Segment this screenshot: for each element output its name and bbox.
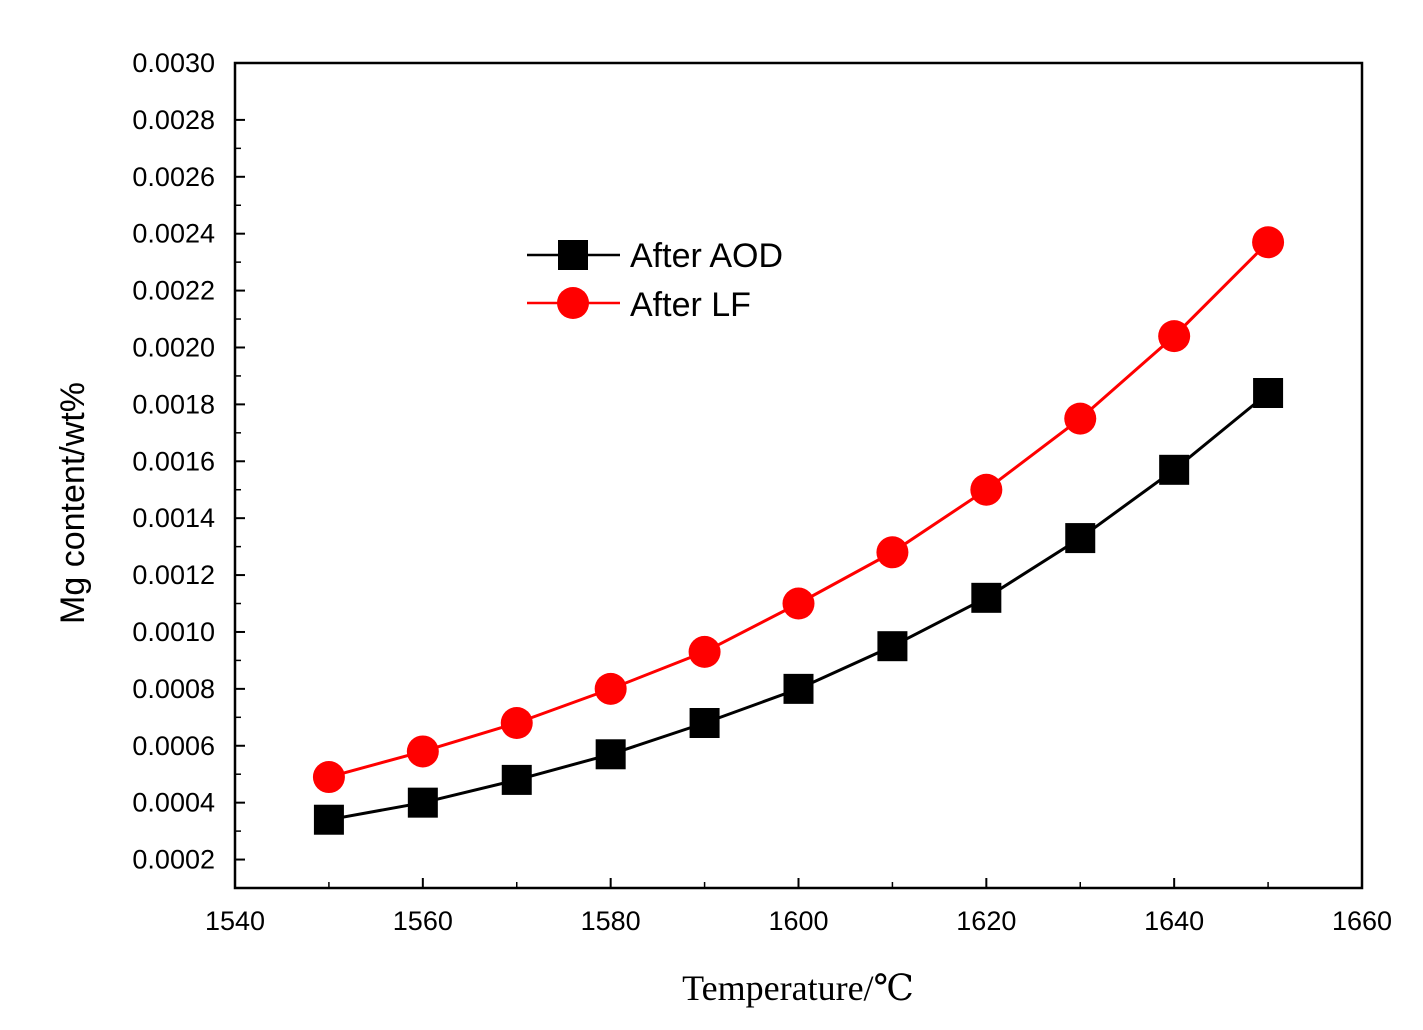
x-tick-label: 1600 (768, 906, 828, 936)
data-point-after-lf (1158, 320, 1191, 353)
data-point-after-aod (877, 631, 908, 662)
x-axis: 1540 1560 1580 1600 1620 1640 1660 (205, 878, 1392, 936)
legend-marker-after-aod (558, 240, 588, 270)
y-tick-label: 0.0008 (132, 674, 215, 704)
y-tick-label: 0.0026 (132, 162, 215, 192)
data-point-after-lf (970, 473, 1003, 506)
data-point-after-lf (782, 587, 815, 620)
data-point-after-lf (688, 635, 721, 668)
legend-marker-after-lf (557, 287, 589, 319)
x-tick-label: 1620 (956, 906, 1016, 936)
legend-label-after-aod: After AOD (630, 237, 783, 275)
plot-frame (233, 61, 1364, 890)
y-tick-label: 0.0030 (132, 48, 215, 78)
y-tick-label: 0.0006 (132, 731, 215, 761)
y-tick-label: 0.0018 (132, 389, 215, 419)
data-point-after-lf (1064, 402, 1097, 435)
data-point-after-aod (1065, 523, 1096, 554)
y-tick-label: 0.0022 (132, 276, 215, 306)
y-tick-label: 0.0020 (132, 332, 215, 362)
data-point-after-lf (876, 536, 909, 569)
data-point-after-aod (689, 708, 720, 738)
data-point-after-lf (312, 761, 345, 794)
legend-label-after-lf: After LF (630, 286, 751, 324)
y-tick-label: 0.0012 (132, 560, 215, 590)
y-tick-label: 0.0028 (132, 105, 215, 135)
data-point-after-aod (783, 673, 814, 704)
data-point-after-aod (1253, 378, 1284, 408)
data-point-after-aod (501, 764, 532, 795)
y-tick-label: 0.0002 (132, 845, 215, 875)
y-tick-label: 0.0024 (132, 219, 215, 249)
data-point-after-lf (406, 735, 439, 768)
series-layer (312, 226, 1285, 835)
x-axis-title: Temperature/℃ (682, 968, 914, 1008)
data-point-after-aod (407, 787, 438, 818)
y-axis-title: Mg content/wt% (54, 382, 92, 624)
data-point-after-lf (594, 672, 627, 705)
x-tick-label: 1540 (205, 906, 265, 936)
series-after-lf (312, 226, 1285, 794)
data-point-after-aod (595, 739, 626, 770)
y-tick-label: 0.0014 (132, 503, 215, 533)
x-tick-label: 1580 (581, 906, 641, 936)
x-tick-label: 1640 (1144, 906, 1204, 936)
y-axis: 0.0002 0.0004 0.0006 0.0008 0.0010 0.0012 0.00… (132, 48, 245, 875)
x-tick-label: 1560 (393, 906, 453, 936)
y-tick-label: 0.0016 (132, 446, 215, 476)
data-point-after-aod (313, 804, 344, 835)
data-point-after-aod (1159, 454, 1190, 485)
data-point-after-lf (1252, 226, 1285, 259)
data-point-after-lf (500, 707, 533, 739)
y-tick-label: 0.0010 (132, 617, 215, 647)
series-after-aod (313, 378, 1284, 835)
x-tick-label: 1660 (1332, 906, 1392, 936)
data-point-after-aod (971, 582, 1002, 613)
y-tick-label: 0.0004 (132, 788, 215, 818)
legend: After AOD After LF (527, 237, 783, 324)
